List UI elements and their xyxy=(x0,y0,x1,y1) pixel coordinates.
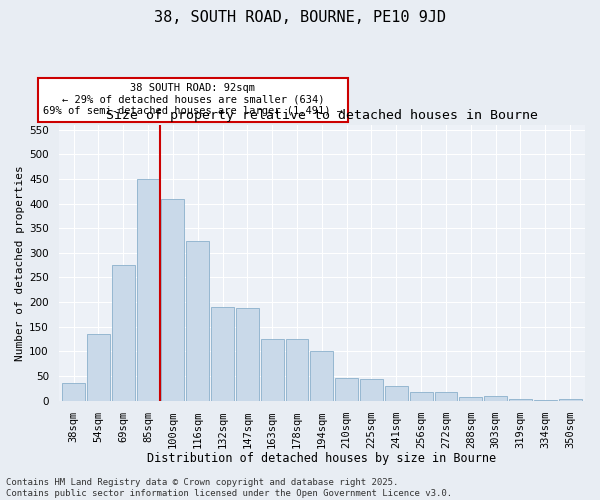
Bar xyxy=(484,396,507,400)
Bar xyxy=(186,240,209,400)
Text: Contains HM Land Registry data © Crown copyright and database right 2025.
Contai: Contains HM Land Registry data © Crown c… xyxy=(6,478,452,498)
Bar xyxy=(62,384,85,400)
Bar xyxy=(559,398,581,400)
Bar xyxy=(286,339,308,400)
Y-axis label: Number of detached properties: Number of detached properties xyxy=(15,165,25,360)
Text: 38, SOUTH ROAD, BOURNE, PE10 9JD: 38, SOUTH ROAD, BOURNE, PE10 9JD xyxy=(154,10,446,25)
Bar xyxy=(137,179,160,400)
Bar xyxy=(236,308,259,400)
Bar xyxy=(360,380,383,400)
Bar xyxy=(460,397,482,400)
Bar xyxy=(310,352,333,401)
Bar xyxy=(509,398,532,400)
X-axis label: Distribution of detached houses by size in Bourne: Distribution of detached houses by size … xyxy=(147,452,496,465)
Bar xyxy=(87,334,110,400)
Bar xyxy=(161,198,184,400)
Bar xyxy=(335,378,358,400)
Text: 38 SOUTH ROAD: 92sqm
← 29% of detached houses are smaller (634)
69% of semi-deta: 38 SOUTH ROAD: 92sqm ← 29% of detached h… xyxy=(43,84,343,116)
Title: Size of property relative to detached houses in Bourne: Size of property relative to detached ho… xyxy=(106,109,538,122)
Bar xyxy=(112,265,134,400)
Bar xyxy=(410,392,433,400)
Bar xyxy=(385,386,408,400)
Bar xyxy=(261,339,284,400)
Bar xyxy=(434,392,457,400)
Bar xyxy=(211,307,234,400)
